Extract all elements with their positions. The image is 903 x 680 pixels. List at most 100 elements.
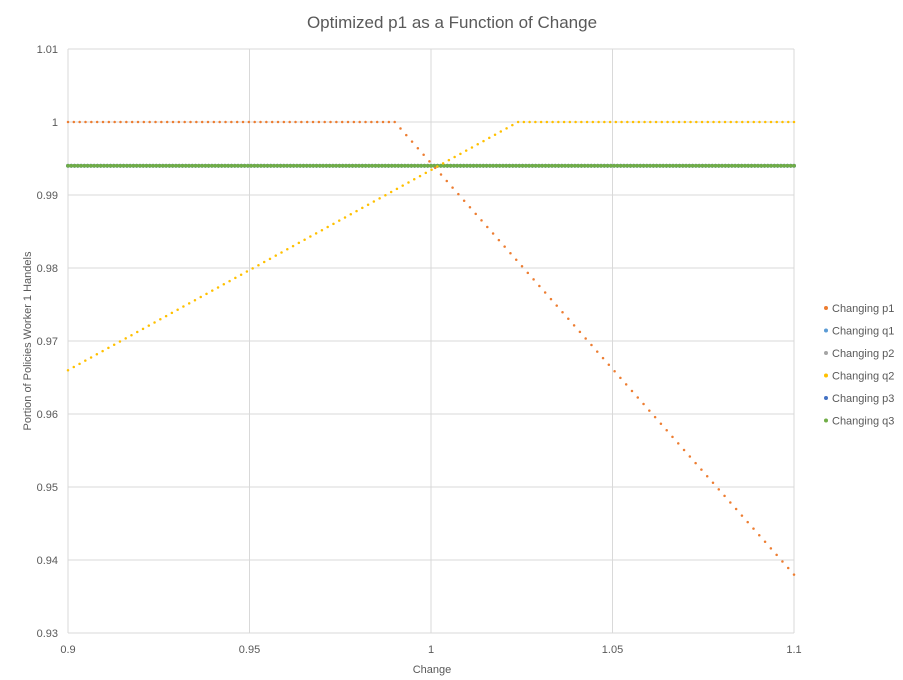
legend-marker <box>824 351 828 355</box>
data-point <box>314 163 319 168</box>
data-point <box>759 163 764 168</box>
data-point <box>108 163 113 168</box>
data-point <box>125 120 128 124</box>
data-point <box>294 120 297 124</box>
data-point <box>147 324 151 327</box>
data-point <box>458 163 463 168</box>
data-point <box>251 267 254 270</box>
data-point <box>711 481 715 485</box>
data-point <box>538 284 541 288</box>
data-point <box>503 245 506 248</box>
data-point <box>113 120 116 124</box>
data-point <box>335 120 338 124</box>
data-point <box>716 163 721 168</box>
data-point <box>245 270 249 273</box>
data-point <box>282 120 286 124</box>
data-point <box>164 163 169 168</box>
data-point <box>79 163 83 168</box>
data-point <box>226 163 231 168</box>
data-point <box>474 212 477 216</box>
data-point <box>268 163 273 168</box>
data-point <box>788 163 793 168</box>
data-point <box>680 163 685 168</box>
data-point <box>360 163 365 168</box>
data-point <box>199 295 202 299</box>
data-point <box>769 163 774 168</box>
data-point <box>270 120 274 124</box>
data-point <box>752 120 756 124</box>
data-point <box>636 396 639 399</box>
data-point <box>667 163 672 168</box>
data-point <box>309 235 312 238</box>
data-point <box>448 163 453 168</box>
data-point <box>582 163 587 168</box>
data-point <box>340 163 345 168</box>
data-point <box>641 163 646 168</box>
data-point <box>268 257 272 261</box>
data-point <box>576 163 581 168</box>
legend-label: Changing p3 <box>832 393 894 405</box>
data-point <box>395 187 399 191</box>
data-point <box>462 199 466 202</box>
data-point <box>407 181 410 184</box>
data-point <box>792 573 796 576</box>
data-point <box>688 455 692 458</box>
data-point <box>334 163 339 168</box>
data-point <box>355 209 358 213</box>
data-point <box>193 163 198 168</box>
data-point <box>257 263 260 267</box>
data-point <box>509 251 512 255</box>
legend-label: Changing q2 <box>832 371 894 383</box>
data-point <box>694 461 697 465</box>
data-point <box>311 163 316 168</box>
data-point <box>461 163 466 168</box>
data-point <box>654 163 659 168</box>
data-point <box>288 163 293 168</box>
data-point <box>182 305 185 308</box>
data-point <box>406 163 411 168</box>
data-point <box>578 330 582 334</box>
data-point <box>320 228 324 232</box>
data-point <box>327 163 332 168</box>
data-point <box>249 163 254 168</box>
data-point <box>357 163 361 168</box>
data-point <box>416 146 420 150</box>
data-point <box>482 139 485 143</box>
data-point <box>746 163 751 168</box>
data-point <box>216 163 221 168</box>
data-point <box>595 350 599 353</box>
data-point <box>545 120 549 124</box>
data-point <box>569 163 574 168</box>
data-point <box>234 276 237 280</box>
data-point <box>459 152 462 156</box>
data-point <box>95 120 99 124</box>
data-point <box>665 429 668 432</box>
data-point <box>95 353 99 356</box>
data-point <box>389 163 394 168</box>
data-point <box>775 120 779 124</box>
data-point <box>203 163 208 168</box>
data-point <box>707 163 711 168</box>
data-point <box>200 163 204 168</box>
data-point <box>393 163 397 168</box>
data-point <box>262 260 266 264</box>
data-point <box>439 173 443 176</box>
data-point <box>775 163 780 168</box>
data-point <box>507 163 512 168</box>
data-point <box>209 163 214 168</box>
data-point <box>118 340 122 343</box>
legend: Changing p1 Changing q1 Changing p2 Changin… <box>824 303 894 428</box>
data-point <box>546 163 551 168</box>
data-point <box>170 163 175 168</box>
data-point <box>230 120 233 124</box>
data-point <box>136 330 139 334</box>
data-point <box>170 311 174 315</box>
data-point <box>102 163 106 168</box>
data-point <box>654 120 658 124</box>
data-point <box>690 163 695 168</box>
data-point <box>424 171 428 175</box>
data-point <box>614 120 618 124</box>
data-point <box>682 448 686 452</box>
data-point <box>112 343 116 346</box>
